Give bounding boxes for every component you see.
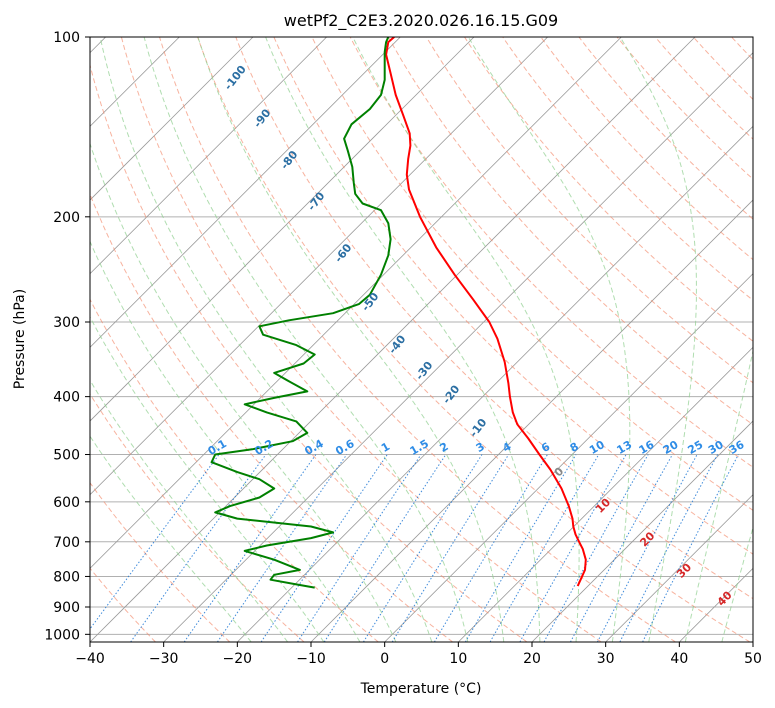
y-tick-label: 200 (53, 210, 80, 226)
horizontal-gridlines (90, 37, 753, 635)
dry-adiabat (464, 37, 753, 342)
x-tick-label: 20 (523, 651, 541, 667)
dry-adiabat (120, 37, 602, 642)
isotherm-line (163, 52, 753, 642)
x-tick-label: −20 (223, 651, 253, 667)
mixing-ratio-line (90, 454, 220, 630)
mixing-ratio-line (297, 454, 422, 642)
isotherm-line (90, 37, 696, 642)
moist-adiabat (90, 240, 361, 642)
moist-adiabat (684, 348, 753, 642)
dry-adiabat (159, 37, 676, 642)
isotherm-line (90, 37, 254, 201)
mixing-ratio-lines (90, 454, 739, 642)
isotherm-line (605, 494, 753, 642)
moist-adiabat (90, 142, 397, 642)
mixing-ratio-line (519, 454, 627, 642)
moist-adiabat (619, 37, 697, 642)
y-tick-label: 400 (53, 390, 80, 406)
moist-adiabat (99, 37, 433, 642)
mixing-ratio-line (642, 454, 739, 642)
mixing-ratio-line (489, 454, 600, 642)
isotherm-line (384, 273, 753, 642)
moist-adiabat (90, 435, 252, 642)
x-tick-label: 0 (380, 651, 389, 667)
dry-adiabat (90, 63, 528, 642)
moist-adiabat (467, 37, 631, 642)
mixing-ratio-line (362, 454, 483, 642)
dry-adiabat (273, 37, 753, 555)
temperature-line (385, 37, 587, 587)
y-tick-label: 1000 (44, 627, 80, 643)
x-tick-label: −10 (296, 651, 326, 667)
mixing-ratio-line (569, 454, 673, 642)
mixing-ratio-line (323, 454, 447, 642)
dry-adiabat (425, 37, 753, 384)
isotherm-line (90, 37, 622, 569)
y-tick-label: 700 (53, 535, 80, 551)
mixing-ratio-line (130, 454, 267, 642)
isotherm-line (90, 37, 475, 422)
moist-adiabat (197, 37, 505, 642)
mixing-ratio-line (183, 454, 317, 642)
dry-adiabat (90, 567, 156, 642)
y-tick-label: 900 (53, 600, 80, 616)
isotherm-line (310, 199, 753, 642)
plot-frame (89, 36, 754, 643)
x-axis-ticks: −40 −30 −20 −10 0 10 20 30 40 50 (75, 642, 762, 667)
isotherm-line (458, 346, 753, 642)
x-tick-label: 50 (744, 651, 762, 667)
moist-adiabat (90, 315, 325, 642)
x-axis-label: Temperature (°C) (360, 681, 482, 697)
plot-area: 0.1 0.2 0.4 0.6 1 1.5 2 3 4 6 8 10 13 16 20 25 30 36-100-… (90, 37, 753, 642)
dry-adiabat (349, 37, 753, 468)
y-tick-label: 600 (53, 495, 80, 511)
moist-adiabat (265, 37, 541, 642)
x-tick-label: 30 (597, 651, 615, 667)
x-tick-label: 10 (449, 651, 467, 667)
profile-series (210, 37, 587, 589)
y-axis-ticks: 100 200 300 400 500 600 700 800 900 1000 (44, 30, 90, 643)
moist-adiabat (721, 525, 753, 642)
isotherm-line (531, 420, 753, 642)
y-tick-label: 300 (53, 315, 80, 331)
dry-adiabat (311, 37, 753, 511)
mixing-ratio-line (433, 454, 548, 642)
moist-adiabats (90, 37, 753, 642)
dry-adiabat (502, 37, 753, 301)
dry-adiabat (90, 481, 231, 642)
y-axis-label: Pressure (hPa) (12, 289, 28, 389)
y-tick-label: 500 (53, 448, 80, 464)
dewpoint-line (210, 37, 392, 589)
mixing-ratio-line (464, 454, 577, 642)
x-tick-label: 40 (670, 651, 688, 667)
dry-adiabat (90, 298, 379, 642)
isotherm-line (90, 37, 327, 275)
y-tick-label: 800 (53, 569, 80, 585)
moist-adiabat (143, 37, 469, 642)
chart-title: wetPf2_C2E3.2020.026.16.15.G09 (284, 11, 558, 31)
dry-adiabat (90, 192, 453, 642)
mixing-ratio-line (216, 454, 348, 642)
moist-adiabat (352, 37, 580, 642)
x-tick-label: −40 (75, 651, 105, 667)
x-tick-label: −30 (149, 651, 179, 667)
isotherm-line (90, 37, 401, 348)
y-tick-label: 100 (53, 30, 80, 46)
isotherm-line (90, 37, 548, 496)
